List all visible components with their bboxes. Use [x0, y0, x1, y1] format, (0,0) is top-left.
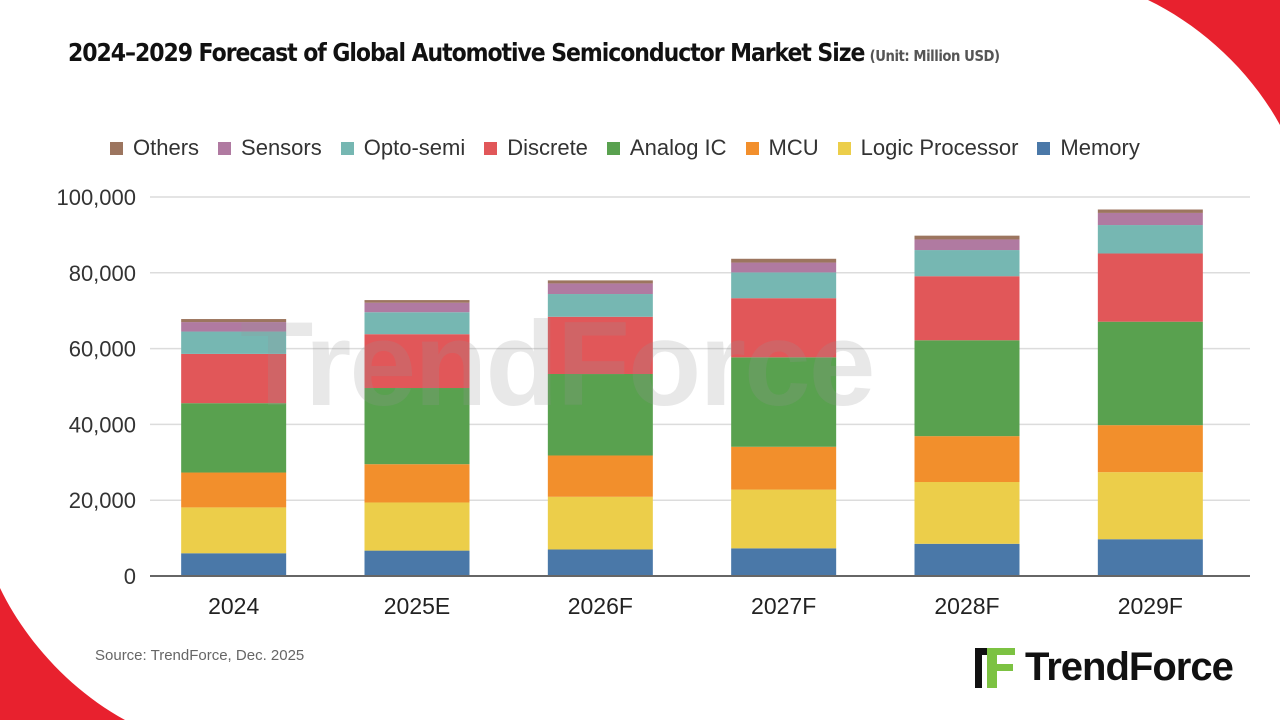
bar-segment-logic-processor: [914, 482, 1020, 544]
x-tick-label: 2024: [208, 593, 259, 619]
bar-segment-others: [1097, 209, 1203, 213]
y-tick-label: 60,000: [69, 337, 136, 362]
legend-item-analog-ic: Analog IC: [606, 135, 727, 161]
legend-swatch: [606, 141, 620, 155]
bar-segment-sensors: [1097, 212, 1203, 226]
bar-segment-opto-semi: [914, 250, 1020, 277]
chart-title: 2024–2029 Forecast of Global Automotive …: [68, 38, 1000, 67]
title-text: 2024–2029 Forecast of Global Automotive …: [68, 38, 865, 67]
legend-label: Analog IC: [629, 135, 727, 160]
bar-segment-discrete: [181, 353, 287, 404]
bar-segment-mcu: [914, 436, 1020, 483]
legend: Others Sensors Opto-semi Discrete Analog IC M…: [110, 135, 1159, 161]
bar-segment-analog-ic: [731, 357, 837, 447]
bar-segment-sensors: [731, 262, 837, 273]
y-tick-label: 20,000: [69, 488, 136, 513]
bar-segment-mcu: [1097, 425, 1203, 473]
bar-segment-discrete: [364, 334, 470, 389]
bar-segment-others: [181, 319, 287, 323]
bar-segment-memory: [181, 553, 287, 576]
bar-segment-analog-ic: [914, 340, 1020, 437]
bar-segment-memory: [1097, 539, 1203, 576]
bar-segment-logic-processor: [181, 507, 287, 554]
top-right-red-swoosh: [1148, 0, 1280, 125]
bar-segment-memory: [914, 543, 1020, 576]
bar-segment-analog-ic: [181, 403, 287, 473]
bar-segment-sensors: [364, 302, 470, 313]
x-tick-label: 2026F: [568, 593, 633, 619]
legend-swatch: [110, 141, 123, 155]
legend-swatch: [218, 141, 232, 155]
legend-label: MCU: [768, 135, 819, 160]
bar-segment-mcu: [731, 446, 837, 490]
legend-swatch: [837, 141, 851, 155]
bar-segment-others: [364, 300, 470, 303]
logo-text: TrendForce: [1025, 645, 1234, 689]
legend-swatch: [340, 141, 354, 155]
bar-segment-mcu: [181, 472, 287, 508]
bar-segment-memory: [364, 550, 470, 576]
legend-label: Logic Processor: [860, 135, 1019, 160]
legend-label: Opto-semi: [363, 135, 466, 160]
bar-segment-analog-ic: [1097, 321, 1203, 426]
legend-item-opto-semi: Opto-semi: [340, 135, 466, 161]
bar-segment-others: [547, 280, 653, 284]
legend-label: Sensors: [241, 135, 322, 160]
x-tick-label: 2027F: [751, 593, 816, 619]
legend-label: Memory: [1060, 135, 1140, 160]
bar-segment-discrete: [547, 316, 653, 374]
bar-segment-logic-processor: [547, 496, 653, 550]
legend-item-sensors: Sensors: [218, 135, 322, 161]
bar-segment-opto-semi: [1097, 225, 1203, 254]
legend-item-logic-processor: Logic Processor: [837, 135, 1019, 161]
bar-segment-logic-processor: [364, 502, 470, 551]
legend-label: Discrete: [507, 135, 588, 160]
x-tick-label: 2025E: [384, 593, 451, 619]
y-tick-label: 40,000: [69, 412, 136, 437]
bar-segment-sensors: [547, 283, 653, 295]
bar-segment-sensors: [914, 239, 1020, 251]
x-tick-label: 2028F: [934, 593, 999, 619]
y-tick-label: 80,000: [69, 261, 136, 286]
source-note: Source: TrendForce, Dec. 2025: [95, 647, 305, 664]
bar-segment-opto-semi: [181, 331, 287, 354]
bar-segment-opto-semi: [731, 272, 837, 299]
legend-item-discrete: Discrete: [484, 135, 588, 161]
bar-segment-others: [914, 235, 1020, 240]
y-tick-label: 100,000: [56, 185, 136, 210]
bar-segment-logic-processor: [731, 489, 837, 549]
bar-segment-sensors: [181, 322, 287, 332]
bar-segment-discrete: [1097, 253, 1203, 322]
bar-segment-memory: [547, 549, 653, 576]
legend-label: Others: [133, 135, 200, 160]
bottom-left-red-swoosh: [0, 588, 125, 720]
bar-segment-opto-semi: [364, 312, 470, 335]
y-tick-label: 0: [124, 564, 136, 589]
trendforce-logo: TrendForce: [975, 645, 1234, 690]
bar-segment-logic-processor: [1097, 472, 1203, 540]
bar-segment-others: [731, 258, 837, 263]
legend-swatch: [745, 141, 759, 155]
bar-segment-analog-ic: [547, 373, 653, 456]
bar-segment-analog-ic: [364, 388, 470, 465]
legend-item-mcu: MCU: [745, 135, 819, 161]
bar-segment-discrete: [914, 276, 1020, 341]
unit-label: (Unit: Million USD): [869, 47, 1000, 65]
x-tick-label: 2029F: [1118, 593, 1183, 619]
bar-segment-mcu: [547, 455, 653, 497]
legend-swatch: [484, 141, 498, 155]
legend-item-memory: Memory: [1037, 135, 1140, 161]
bar-segment-opto-semi: [547, 294, 653, 317]
trendforce-logo-icon: [975, 647, 1015, 688]
legend-swatch: [1037, 141, 1051, 155]
bar-segment-mcu: [364, 464, 470, 503]
bar-segment-memory: [731, 548, 837, 576]
bar-segment-discrete: [731, 298, 837, 358]
legend-item-others: Others: [110, 135, 199, 161]
